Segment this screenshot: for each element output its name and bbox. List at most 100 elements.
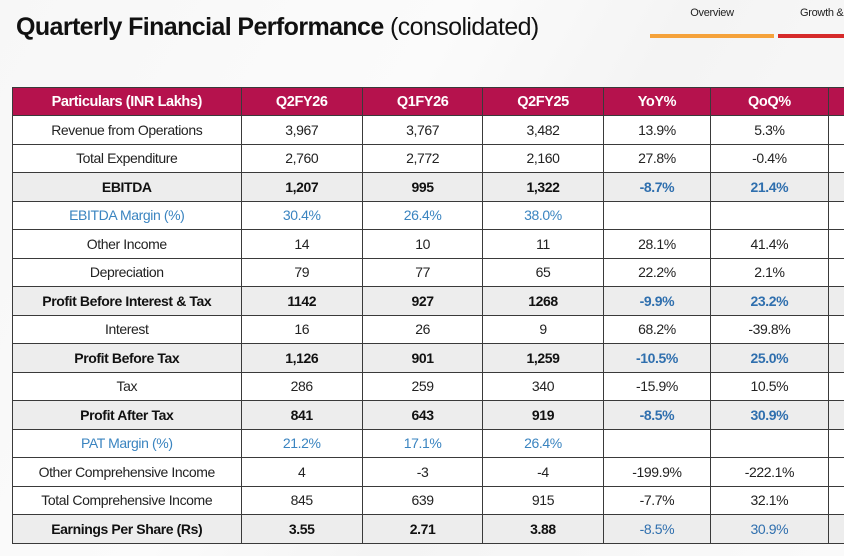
cell-qoq: 32.1%	[710, 485, 829, 515]
cell-q2fy25: 11	[482, 229, 604, 259]
cell-q2fy25: 65	[482, 257, 604, 287]
cell-q2fy25: 2,160	[482, 143, 604, 173]
cell-overflow	[827, 457, 844, 487]
table-row: Earnings Per Share (Rs) 3.55 2.71 3.88 -8.5%…	[12, 514, 844, 544]
table-row: Other Income 14 10 11 28.1% 41.4%	[12, 229, 844, 259]
cell-overflow	[827, 286, 844, 316]
cell-q1fy26: 17.1%	[361, 428, 484, 458]
cell-yoy: -15.9%	[602, 371, 712, 401]
cell-overflow	[827, 143, 844, 173]
cell-qoq: 10.5%	[710, 371, 829, 401]
cell-qoq: 41.4%	[710, 229, 829, 259]
cell-q2fy26: 845	[240, 485, 363, 515]
nav-tab-overview[interactable]: Overview	[650, 0, 774, 40]
cell-q2fy26: 286	[240, 371, 363, 401]
table-row: Total Comprehensive Income 845 639 915 -7.7%…	[12, 485, 844, 515]
cell-qoq: 23.2%	[710, 286, 829, 316]
cell-q2fy26: 4	[240, 457, 363, 487]
financial-table: Particulars (INR Lakhs) Q2FY26 Q1FY26 Q2…	[12, 87, 844, 544]
cell-q2fy26: 14	[240, 229, 363, 259]
cell-q2fy25: 1,322	[482, 172, 604, 202]
column-header-overflow	[827, 87, 844, 116]
cell-q2fy25: 3,482	[482, 115, 604, 145]
cell-yoy: -9.9%	[602, 286, 712, 316]
nav-tab-growth[interactable]: Growth &	[778, 0, 844, 40]
row-label: Total Comprehensive Income	[12, 485, 242, 515]
cell-q1fy26: 26	[361, 314, 484, 344]
cell-q1fy26: -3	[361, 457, 484, 487]
row-label: EBITDA	[12, 172, 242, 202]
cell-yoy: 68.2%	[602, 314, 712, 344]
cell-q2fy26: 1,126	[240, 343, 363, 373]
page-title-qualifier: (consolidated)	[390, 13, 539, 41]
cell-qoq: 5.3%	[710, 115, 829, 145]
cell-yoy: 13.9%	[602, 115, 712, 145]
cell-q2fy25: 3.88	[482, 514, 604, 544]
cell-overflow	[827, 314, 844, 344]
cell-overflow	[827, 428, 844, 458]
cell-q1fy26: 995	[361, 172, 484, 202]
nav-tab-label: Overview	[690, 7, 734, 19]
cell-yoy	[602, 428, 712, 458]
cell-q2fy26: 79	[240, 257, 363, 287]
page-title-main: Quarterly Financial Performance	[16, 13, 384, 41]
cell-q2fy26: 21.2%	[240, 428, 363, 458]
table-row: Other Comprehensive Income 4 -3 -4 -199.9% -2…	[12, 457, 844, 487]
cell-qoq: 30.9%	[710, 400, 829, 430]
cell-q2fy25: -4	[482, 457, 604, 487]
cell-overflow	[827, 400, 844, 430]
cell-q2fy25: 26.4%	[482, 428, 604, 458]
table-row: Total Expenditure 2,760 2,772 2,160 27.8% -0.…	[12, 143, 844, 173]
cell-q1fy26: 643	[361, 400, 484, 430]
cell-yoy: -10.5%	[602, 343, 712, 373]
cell-q2fy25: 1268	[482, 286, 604, 316]
cell-q2fy26: 1142	[240, 286, 363, 316]
cell-qoq: 25.0%	[710, 343, 829, 373]
column-header-particulars: Particulars (INR Lakhs)	[12, 87, 242, 116]
cell-yoy: -8.7%	[602, 172, 712, 202]
cell-yoy	[602, 200, 712, 230]
cell-overflow	[827, 200, 844, 230]
cell-q2fy26: 16	[240, 314, 363, 344]
table-row: Tax 286 259 340 -15.9% 10.5%	[12, 371, 844, 401]
section-nav: Overview Growth &	[650, 0, 844, 40]
cell-overflow	[827, 229, 844, 259]
cell-q2fy25: 1,259	[482, 343, 604, 373]
cell-q2fy26: 2,760	[240, 143, 363, 173]
cell-q2fy25: 9	[482, 314, 604, 344]
table-row: EBITDA 1,207 995 1,322 -8.7% 21.4%	[12, 172, 844, 202]
row-label: Other Comprehensive Income	[12, 457, 242, 487]
row-label: Profit After Tax	[12, 400, 242, 430]
cell-yoy: 22.2%	[602, 257, 712, 287]
cell-overflow	[827, 514, 844, 544]
cell-q2fy26: 841	[240, 400, 363, 430]
table-row: Interest 16 26 9 68.2% -39.8%	[12, 314, 844, 344]
cell-qoq: 30.9%	[710, 514, 829, 544]
column-header-q2fy25: Q2FY25	[482, 87, 604, 116]
table-header-row: Particulars (INR Lakhs) Q2FY26 Q1FY26 Q2…	[12, 87, 844, 116]
cell-yoy: 28.1%	[602, 229, 712, 259]
cell-overflow	[827, 485, 844, 515]
row-label: Profit Before Interest & Tax	[12, 286, 242, 316]
table-row: Depreciation 79 77 65 22.2% 2.1%	[12, 257, 844, 287]
table-row: Revenue from Operations 3,967 3,767 3,482 13…	[12, 115, 844, 145]
table-body: Revenue from Operations 3,967 3,767 3,482 13…	[12, 115, 844, 544]
cell-qoq: 21.4%	[710, 172, 829, 202]
cell-q1fy26: 77	[361, 257, 484, 287]
cell-q1fy26: 2,772	[361, 143, 484, 173]
cell-q2fy26: 3,967	[240, 115, 363, 145]
row-label: Profit Before Tax	[12, 343, 242, 373]
row-label: EBITDA Margin (%)	[12, 200, 242, 230]
table-row: Profit Before Tax 1,126 901 1,259 -10.5% 25.0…	[12, 343, 844, 373]
cell-q1fy26: 639	[361, 485, 484, 515]
cell-q1fy26: 10	[361, 229, 484, 259]
cell-q2fy26: 30.4%	[240, 200, 363, 230]
row-label: Interest	[12, 314, 242, 344]
cell-overflow	[827, 172, 844, 202]
table-row: Profit Before Interest & Tax 1142 927 1268-…	[12, 286, 844, 316]
column-header-q1fy26: Q1FY26	[361, 87, 484, 116]
nav-tab-label: Growth &	[800, 7, 844, 19]
cell-qoq	[710, 428, 829, 458]
column-header-q2fy26: Q2FY26	[240, 87, 363, 116]
cell-q2fy25: 919	[482, 400, 604, 430]
